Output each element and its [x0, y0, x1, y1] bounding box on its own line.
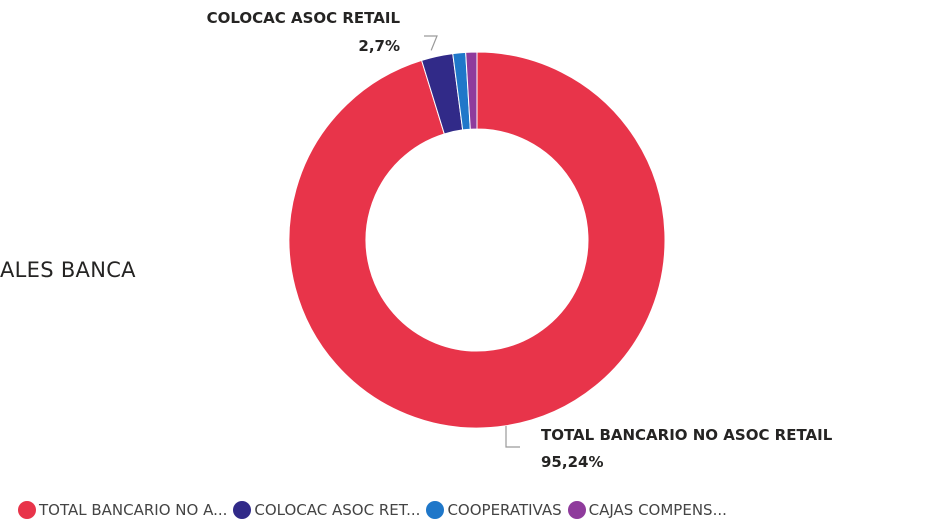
legend-label-colocac-asoc: COLOCAC ASOC RET...	[254, 501, 421, 519]
legend: TOTAL BANCARIO NO A... COLOCAC ASOC RET.…	[18, 499, 727, 521]
legend-swatch-cooperativas	[426, 501, 445, 519]
data-label-value-colocac-asoc-retail: 2,7%	[358, 37, 400, 55]
data-label-name-total-bancario-no-asoc-retail: TOTAL BANCARIO NO ASOC RETAIL	[541, 426, 833, 444]
clipped-title-label: ALES BANCA	[0, 258, 136, 282]
data-label-name-colocac-asoc-retail: COLOCAC ASOC RETAIL	[207, 9, 401, 27]
legend-item-colocac-asoc[interactable]: COLOCAC ASOC RET...	[233, 501, 420, 519]
legend-swatch-total-bancario	[18, 501, 36, 519]
legend-label-total-bancario: TOTAL BANCARIO NO A...	[39, 501, 228, 519]
legend-item-total-bancario[interactable]: TOTAL BANCARIO NO A...	[18, 501, 227, 519]
legend-item-cooperativas[interactable]: COOPERATIVAS	[426, 501, 562, 519]
legend-item-cajas-compens[interactable]: CAJAS COMPENS...	[567, 501, 727, 519]
legend-swatch-cajas-compens	[567, 501, 586, 519]
leader-line-colocac-asoc-retail	[424, 35, 438, 51]
legend-label-cajas-compens: CAJAS COMPENS...	[588, 501, 727, 519]
slice-total-bancario-no-asoc-retail[interactable]	[288, 51, 666, 429]
legend-label-cooperativas: COOPERATIVAS	[447, 501, 562, 519]
data-label-value-total-bancario-no-asoc-retail: 95,24%	[541, 453, 603, 471]
slice-cajas-compensacion[interactable]	[465, 51, 478, 130]
leader-line-total-bancario-no-asoc-retail	[505, 426, 520, 448]
legend-swatch-colocac-asoc	[233, 501, 252, 519]
